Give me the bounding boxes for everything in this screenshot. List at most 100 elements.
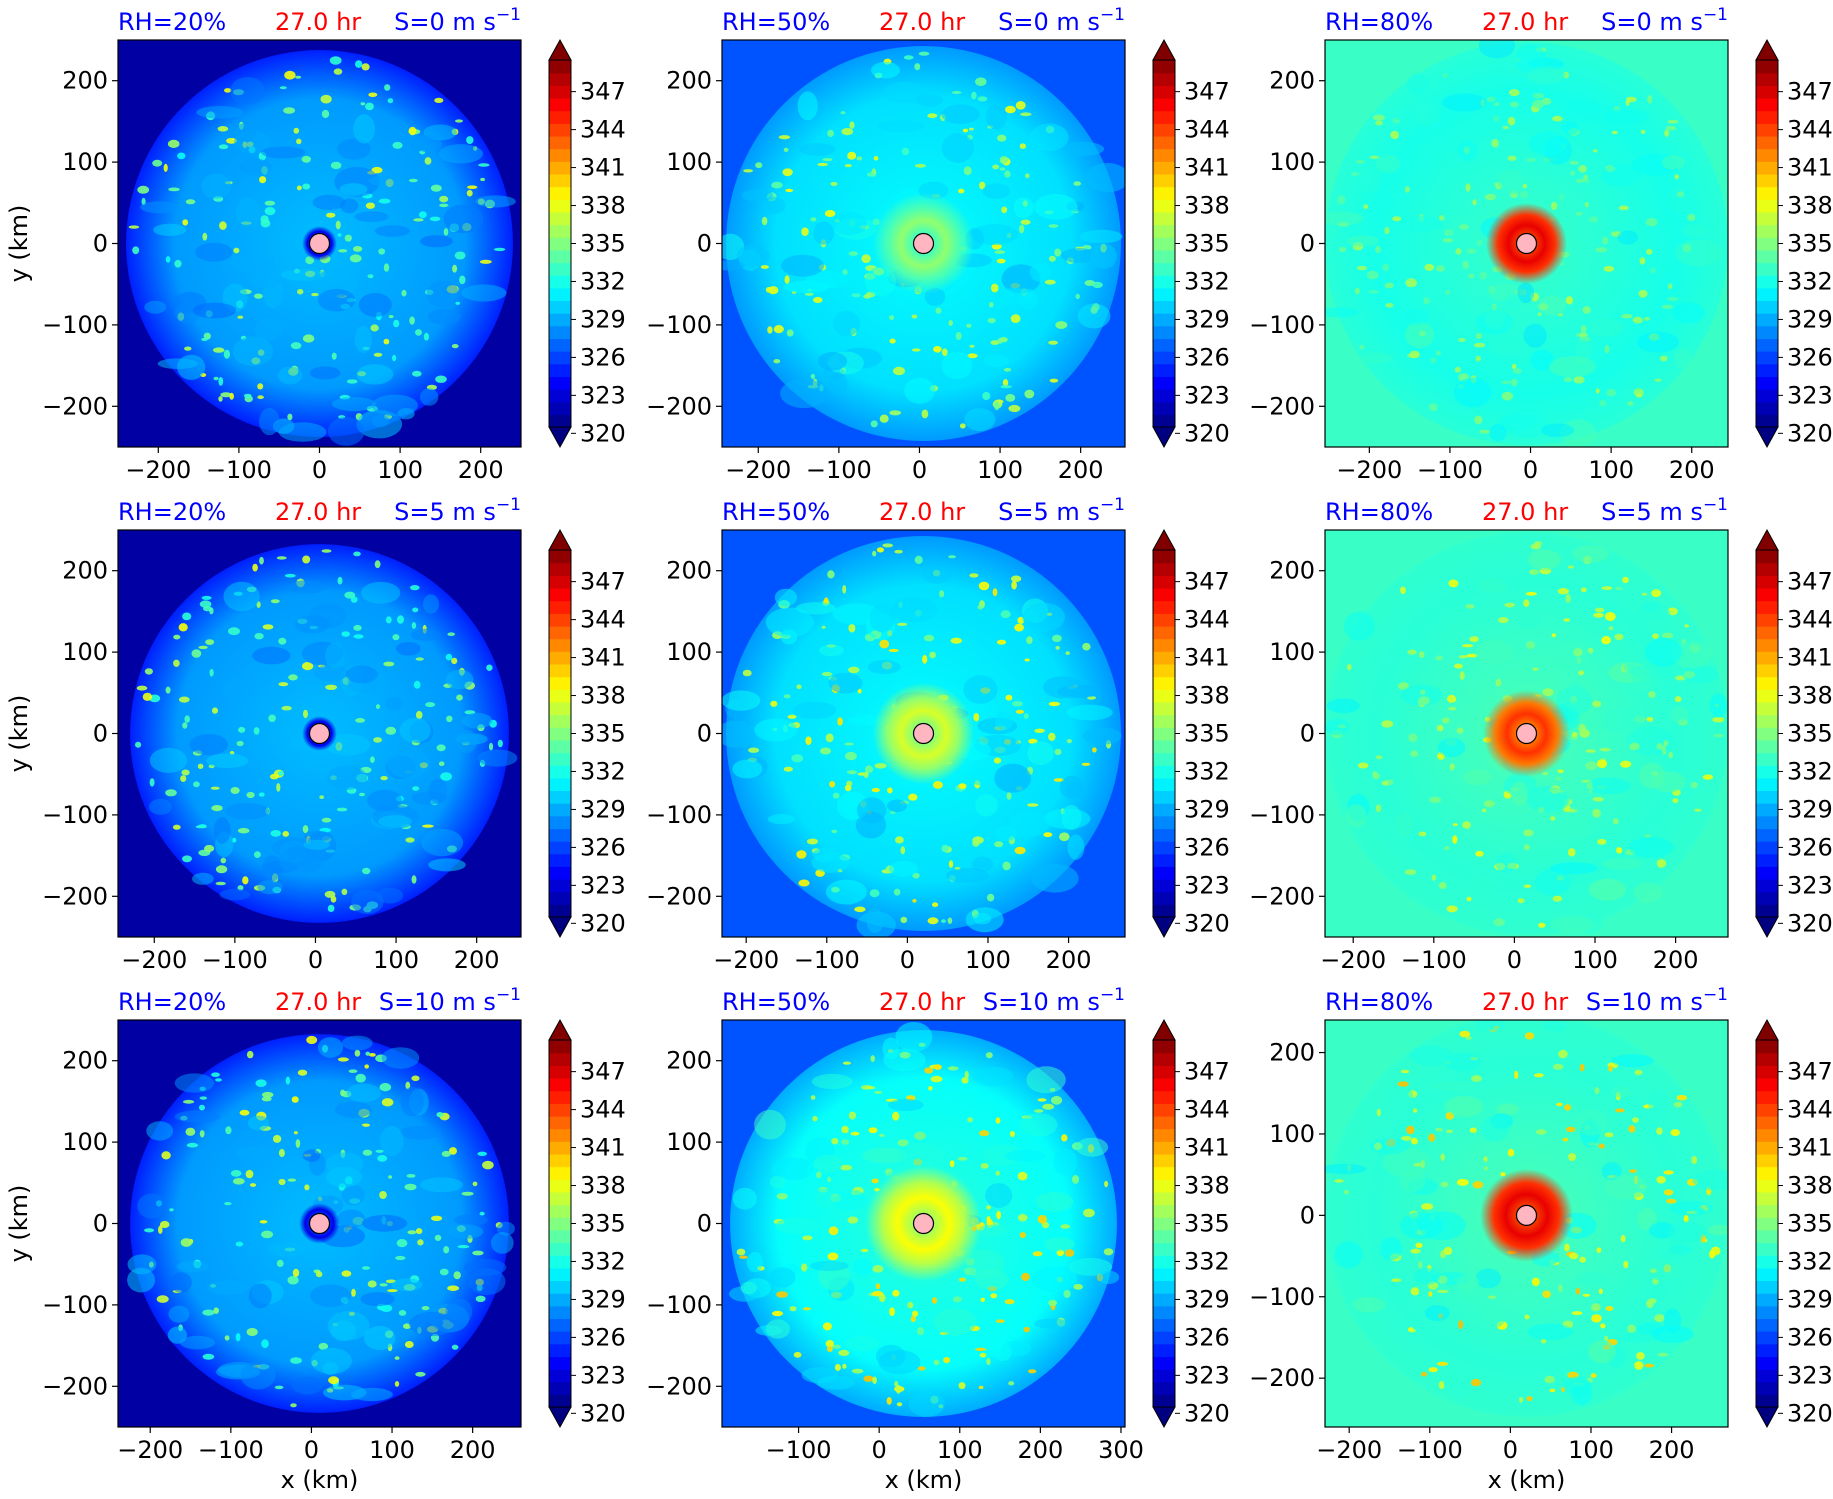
panel-2: −200 −100 0 100 200 −200 −100 0 100 200 RH=50% 27.0…: [646, 5, 1230, 484]
y-tick-label: 0: [1300, 230, 1315, 258]
panel-rh-label: RH=20%: [118, 988, 226, 1016]
y-tick-label: −100: [646, 311, 712, 339]
colorbar-tick-label: 347: [1184, 1058, 1230, 1086]
panel-time-label: 27.0 hr: [275, 8, 361, 36]
y-tick-label: 100: [62, 1128, 108, 1156]
y-tick-label: −100: [42, 1291, 108, 1319]
x-tick-label: 100: [965, 946, 1011, 974]
colorbar-tick-label: 320: [580, 909, 626, 937]
colorbar: 320 323 326 329 332 335 338 341 344 347: [1755, 1018, 1833, 1429]
x-axis-label: x (km): [885, 1466, 963, 1494]
panel-rh-label: RH=20%: [118, 8, 226, 36]
panel-grid: −200 −100 0 100 200 −200 −100 0 100 200 y (km) RH=2…: [5, 5, 1833, 1494]
colorbar-tick-label: 347: [1787, 568, 1833, 596]
colorbar-tick-label: 326: [580, 343, 626, 371]
colorbar-tick-label: 344: [1787, 606, 1833, 634]
y-tick-label: −200: [1249, 1364, 1315, 1392]
y-tick-label: 200: [62, 1047, 108, 1075]
storm-center-marker: [912, 722, 935, 745]
y-tick-label: 100: [1269, 638, 1315, 666]
x-tick-label: −200: [117, 1436, 183, 1464]
colorbar-tick-label: 326: [1184, 833, 1230, 861]
colorbar-tick-label: 326: [1184, 1323, 1230, 1351]
y-tick-label: −200: [646, 1372, 712, 1400]
y-tick-label: 0: [93, 1210, 108, 1238]
colorbar-tick-label: 326: [1787, 833, 1833, 861]
y-tick-label: −100: [1249, 311, 1315, 339]
panel-shear-label: S=0 m s−1: [1601, 5, 1728, 36]
panel-1: −200 −100 0 100 200 −200 −100 0 100 200 y (km) RH=2…: [5, 5, 626, 484]
colorbar-tick-label: 326: [580, 1323, 626, 1351]
colorbar-tick-label: 341: [1787, 154, 1833, 182]
x-tick-label: 100: [373, 946, 419, 974]
colorbar-tick-label: 329: [1787, 305, 1833, 333]
x-tick-label: −200: [1336, 456, 1402, 484]
panel-6: −200 −100 0 100 200 −200 −100 0 100 200 RH=80% 27.0…: [1249, 495, 1833, 974]
x-tick-label: −100: [1401, 946, 1467, 974]
colorbar: 320 323 326 329 332 335 338 341 344 347: [1755, 528, 1833, 939]
storm-center-marker: [308, 722, 331, 745]
panel-rh-label: RH=80%: [1325, 8, 1433, 36]
y-tick-label: −100: [42, 311, 108, 339]
colorbar-tick-label: 332: [580, 1247, 626, 1275]
panel-rh-label: RH=80%: [1325, 498, 1433, 526]
x-tick-label: −200: [1320, 946, 1386, 974]
x-tick-label: 200: [454, 946, 500, 974]
colorbar-tick-label: 335: [1184, 1210, 1230, 1238]
colorbar-tick-label: 338: [1184, 1172, 1230, 1200]
x-tick-label: 100: [977, 456, 1023, 484]
colorbar-tick-label: 344: [1184, 1096, 1230, 1124]
y-tick-label: −100: [646, 801, 712, 829]
panel-5: −200 −100 0 100 200 −200 −100 0 100 200 RH=50% 27.0…: [646, 495, 1230, 974]
y-tick-label: 100: [62, 638, 108, 666]
storm-center-marker: [308, 1212, 331, 1235]
colorbar-tick-label: 344: [1184, 606, 1230, 634]
y-tick-label: 0: [1300, 1201, 1315, 1229]
colorbar-tick-label: 323: [580, 1361, 626, 1389]
convective-cells: [1325, 40, 1723, 447]
y-tick-label: 0: [93, 230, 108, 258]
colorbar-tick-label: 329: [580, 795, 626, 823]
panel-shear-label: S=5 m s−1: [1601, 495, 1728, 526]
panel-rh-label: RH=50%: [722, 988, 830, 1016]
colorbar-tick-label: 344: [1787, 116, 1833, 144]
y-tick-label: 100: [666, 638, 712, 666]
colorbar-tick-label: 335: [1184, 720, 1230, 748]
storm-center-marker: [912, 232, 935, 255]
colorbar-tick-label: 344: [580, 116, 626, 144]
x-tick-label: 0: [1503, 1436, 1518, 1464]
colorbar-tick-label: 341: [1184, 644, 1230, 672]
x-tick-label: −100: [202, 946, 268, 974]
colorbar-tick-label: 326: [1184, 343, 1230, 371]
y-tick-label: 0: [1300, 720, 1315, 748]
colorbar-tick-label: 338: [1787, 682, 1833, 710]
panel-7: −200 −100 0 100 200 −200 −100 0 100 200 y (km) x (k…: [5, 985, 626, 1494]
x-tick-label: −100: [766, 1436, 832, 1464]
panel-shear-label: S=0 m s−1: [998, 5, 1125, 36]
colorbar-tick-label: 341: [580, 644, 626, 672]
colorbar-tick-label: 347: [580, 1058, 626, 1086]
y-tick-label: 200: [62, 557, 108, 585]
panel-rh-label: RH=50%: [722, 498, 830, 526]
panel-4: −200 −100 0 100 200 −200 −100 0 100 200 y (km) RH=2…: [5, 495, 626, 974]
y-tick-label: 0: [93, 720, 108, 748]
x-tick-label: 100: [377, 456, 423, 484]
x-tick-label: −100: [1417, 456, 1483, 484]
colorbar-tick-label: 347: [1787, 78, 1833, 106]
panel-time-label: 27.0 hr: [275, 988, 361, 1016]
y-tick-label: 100: [62, 148, 108, 176]
colorbar: 320 323 326 329 332 335 338 341 344 347: [1152, 528, 1230, 939]
y-tick-label: 100: [1269, 1120, 1315, 1148]
colorbar-tick-label: 347: [580, 78, 626, 106]
panel-time-label: 27.0 hr: [1482, 988, 1568, 1016]
x-tick-label: 100: [1588, 456, 1634, 484]
y-tick-label: −200: [42, 392, 108, 420]
colorbar-tick-label: 338: [580, 682, 626, 710]
colorbar-tick-label: 329: [1184, 305, 1230, 333]
axes-frame: [1324, 1019, 1729, 1428]
colorbar-tick-label: 341: [1184, 1134, 1230, 1162]
colorbar-tick-label: 323: [1787, 381, 1833, 409]
colorbar-tick-label: 329: [580, 1285, 626, 1313]
panel-8: −100 0 100 200 300 −200 −100 0 100 200 x (km) RH=50…: [646, 985, 1230, 1494]
